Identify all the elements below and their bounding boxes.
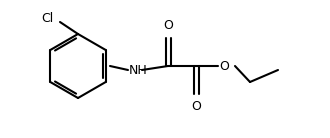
Text: O: O	[191, 100, 201, 113]
Text: O: O	[163, 19, 173, 32]
Text: O: O	[219, 59, 229, 72]
Text: NH: NH	[129, 63, 148, 76]
Text: Cl: Cl	[42, 11, 54, 25]
